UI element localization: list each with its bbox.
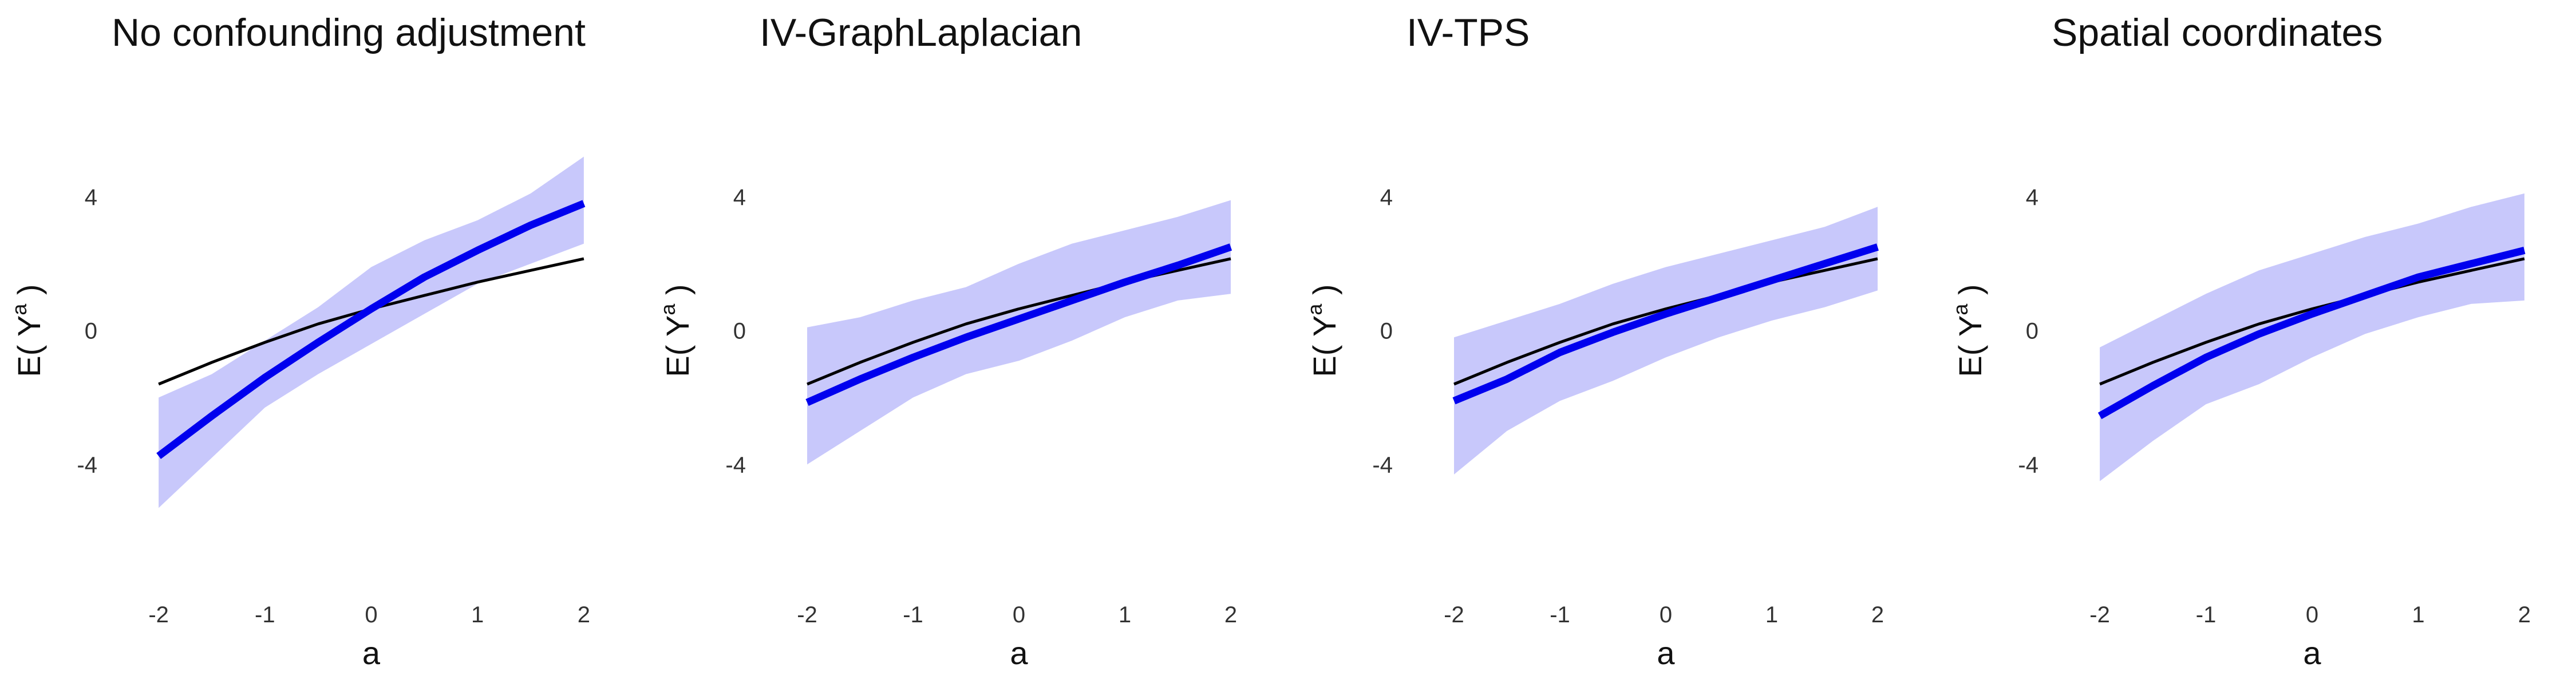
y-axis-label: E( Ya ) xyxy=(656,284,696,377)
y-tick-label: 4 xyxy=(2026,185,2038,210)
y-axis-label: E( Ya ) xyxy=(1949,284,1988,377)
y-axis-label-base: E( Y xyxy=(1306,315,1342,377)
y-tick-label: 0 xyxy=(733,319,746,344)
x-tick-label: 1 xyxy=(1765,602,1778,627)
y-axis-label-close: ) xyxy=(1306,284,1342,303)
y-tick-label: 0 xyxy=(2026,319,2038,344)
y-axis-label: E( Ya ) xyxy=(7,284,47,377)
y-tick-label: -4 xyxy=(725,452,746,477)
y-tick-label: -4 xyxy=(2018,452,2038,477)
y-tick-label: 0 xyxy=(1380,319,1393,344)
x-tick-label: -1 xyxy=(1550,602,1570,627)
x-tick-label: 1 xyxy=(2412,602,2424,627)
x-tick-label: 1 xyxy=(1119,602,1131,627)
y-axis-label: E( Ya ) xyxy=(1303,284,1342,377)
y-tick-label: 4 xyxy=(733,185,746,210)
panel-title: Spatial coordinates xyxy=(2052,11,2383,54)
y-axis-label-base: E( Y xyxy=(11,315,47,377)
estimate-line xyxy=(1452,243,1879,405)
y-tick-label: -4 xyxy=(1372,452,1393,477)
confidence-band xyxy=(2100,193,2524,481)
x-tick-label: -2 xyxy=(2089,602,2110,627)
panel-title: IV-TPS xyxy=(1406,11,1530,54)
y-tick-label: 0 xyxy=(85,319,97,344)
y-axis-label-close: ) xyxy=(659,284,696,303)
y-tick-label: -4 xyxy=(77,452,97,477)
y-tick-label: 4 xyxy=(1380,185,1393,210)
x-tick-label: 2 xyxy=(578,602,590,627)
x-tick-label: 0 xyxy=(365,602,377,627)
x-tick-label: -2 xyxy=(1444,602,1464,627)
x-tick-label: -2 xyxy=(148,602,169,627)
panel-title: IV-GraphLaplacian xyxy=(760,11,1082,54)
x-axis-label: a xyxy=(2303,635,2321,671)
x-tick-label: 2 xyxy=(1871,602,1884,627)
estimate-line xyxy=(805,243,1232,406)
x-axis-label: a xyxy=(1657,635,1675,671)
x-tick-label: 2 xyxy=(2518,602,2531,627)
y-axis-label-close: ) xyxy=(11,284,47,303)
x-tick-label: -2 xyxy=(797,602,817,627)
x-tick-label: -1 xyxy=(255,602,275,627)
x-tick-label: -1 xyxy=(2196,602,2217,627)
x-tick-label: -1 xyxy=(903,602,923,627)
y-axis-label-superscript: a xyxy=(1303,303,1326,315)
estimate-line xyxy=(2097,246,2526,420)
confidence-band xyxy=(1454,207,1878,475)
true-curve-line xyxy=(1453,257,1878,386)
x-tick-label: 0 xyxy=(1660,602,1672,627)
x-axis-label: a xyxy=(362,635,381,671)
estimate-line xyxy=(156,200,586,459)
panel-title: No confounding adjustment xyxy=(112,11,586,54)
true-curve-line xyxy=(2099,257,2525,386)
y-axis-label-superscript: a xyxy=(1949,303,1972,315)
y-axis-label-superscript: a xyxy=(656,303,679,315)
confidence-band xyxy=(807,200,1231,465)
x-axis-label: a xyxy=(1010,635,1028,671)
y-axis-label-base: E( Y xyxy=(659,315,696,377)
confidence-band xyxy=(159,156,584,508)
x-tick-label: 1 xyxy=(471,602,484,627)
x-tick-label: 2 xyxy=(1224,602,1237,627)
y-axis-label-superscript: a xyxy=(7,303,31,315)
y-axis-label-base: E( Y xyxy=(1952,315,1988,377)
y-axis-label-close: ) xyxy=(1952,284,1988,303)
x-tick-label: 0 xyxy=(1013,602,1025,627)
x-tick-label: 0 xyxy=(2306,602,2318,627)
y-tick-label: 4 xyxy=(85,185,97,210)
